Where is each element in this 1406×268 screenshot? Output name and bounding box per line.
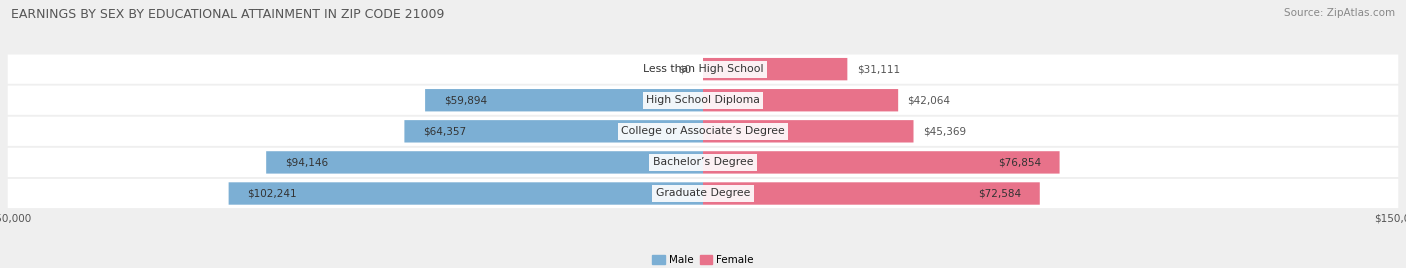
FancyBboxPatch shape bbox=[7, 117, 1399, 146]
FancyBboxPatch shape bbox=[703, 58, 848, 80]
FancyBboxPatch shape bbox=[703, 151, 1060, 174]
FancyBboxPatch shape bbox=[7, 179, 1399, 208]
FancyBboxPatch shape bbox=[703, 89, 898, 111]
Text: $31,111: $31,111 bbox=[856, 64, 900, 74]
Text: $64,357: $64,357 bbox=[423, 126, 465, 136]
FancyBboxPatch shape bbox=[703, 182, 1040, 205]
FancyBboxPatch shape bbox=[7, 148, 1399, 177]
Text: College or Associate’s Degree: College or Associate’s Degree bbox=[621, 126, 785, 136]
FancyBboxPatch shape bbox=[425, 89, 703, 111]
FancyBboxPatch shape bbox=[229, 182, 703, 205]
Text: Less than High School: Less than High School bbox=[643, 64, 763, 74]
FancyBboxPatch shape bbox=[7, 54, 1399, 84]
Text: $42,064: $42,064 bbox=[907, 95, 950, 105]
Text: $0: $0 bbox=[678, 64, 692, 74]
Text: Graduate Degree: Graduate Degree bbox=[655, 188, 751, 199]
Text: $59,894: $59,894 bbox=[444, 95, 486, 105]
Text: $76,854: $76,854 bbox=[998, 157, 1040, 168]
Legend: Male, Female: Male, Female bbox=[648, 251, 758, 268]
FancyBboxPatch shape bbox=[703, 120, 914, 143]
Text: $72,584: $72,584 bbox=[979, 188, 1021, 199]
Text: $102,241: $102,241 bbox=[247, 188, 297, 199]
FancyBboxPatch shape bbox=[266, 151, 703, 174]
FancyBboxPatch shape bbox=[405, 120, 703, 143]
Text: $94,146: $94,146 bbox=[285, 157, 328, 168]
Text: Bachelor’s Degree: Bachelor’s Degree bbox=[652, 157, 754, 168]
FancyBboxPatch shape bbox=[7, 85, 1399, 115]
Text: High School Diploma: High School Diploma bbox=[647, 95, 759, 105]
Text: $45,369: $45,369 bbox=[922, 126, 966, 136]
Text: Source: ZipAtlas.com: Source: ZipAtlas.com bbox=[1284, 8, 1395, 18]
Text: EARNINGS BY SEX BY EDUCATIONAL ATTAINMENT IN ZIP CODE 21009: EARNINGS BY SEX BY EDUCATIONAL ATTAINMEN… bbox=[11, 8, 444, 21]
